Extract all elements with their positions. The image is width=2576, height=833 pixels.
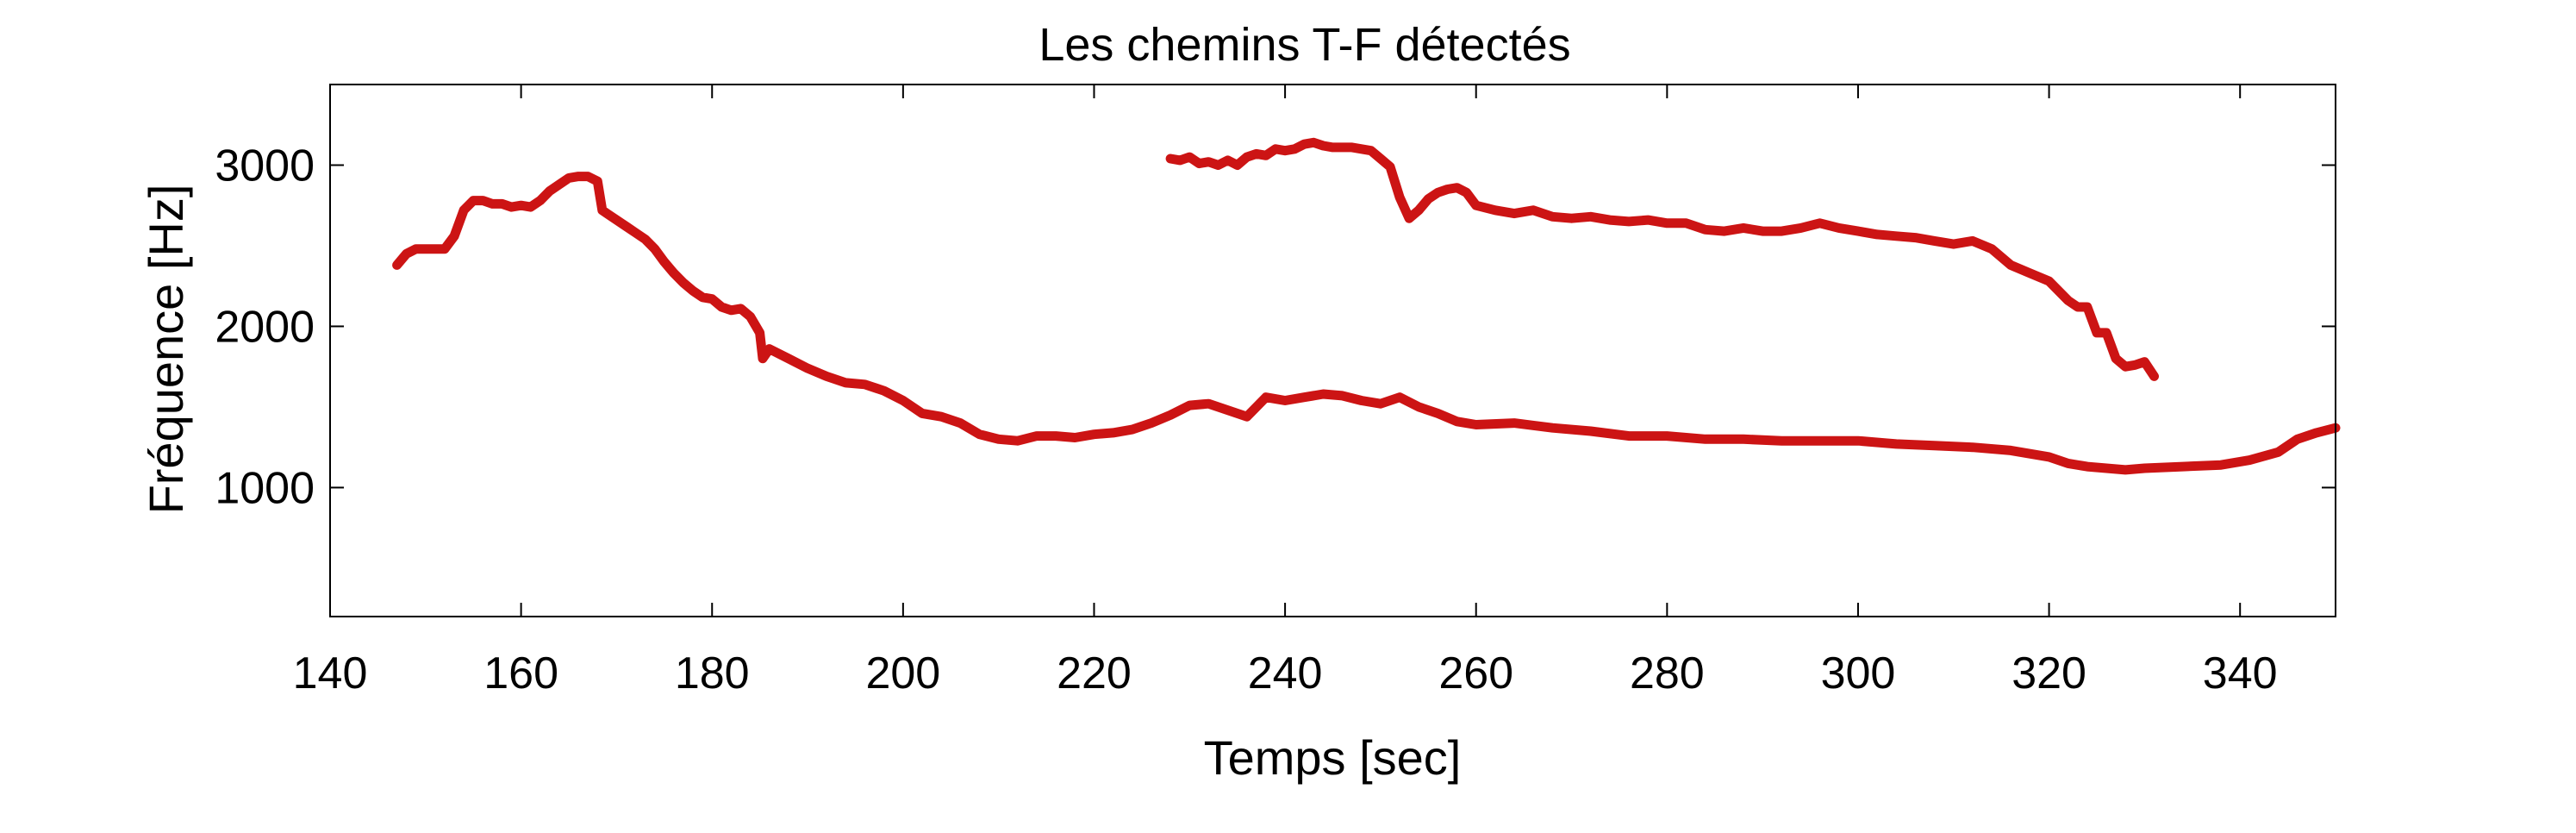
chart-title: Les chemins T-F détectés (1039, 19, 1570, 71)
x-tick-label: 300 (1821, 648, 1896, 698)
y-axis-label: Fréquence [Hz] (139, 185, 193, 515)
x-tick-label: 320 (2012, 648, 2086, 698)
plot-frame (329, 84, 2336, 617)
series-line-2 (1165, 137, 2159, 381)
y-tick-label: 1000 (215, 463, 315, 513)
x-tick-label: 340 (2203, 648, 2278, 698)
y-tick-label: 3000 (215, 141, 315, 191)
x-tick-label: 160 (483, 648, 558, 698)
x-tick-label: 140 (293, 648, 368, 698)
y-tick-label: 2000 (215, 302, 315, 352)
x-tick-label: 280 (1630, 648, 1705, 698)
x-tick-label: 240 (1248, 648, 1323, 698)
series-line-1 (392, 172, 2341, 475)
x-tick-label: 180 (675, 648, 750, 698)
x-tick-label: 220 (1057, 648, 1132, 698)
plot-area (392, 137, 2341, 475)
x-tick-label: 260 (1438, 648, 1513, 698)
x-tick-label: 200 (865, 648, 940, 698)
axis-ticks: 140 160 180 200 220 240 260 280 300 320 340 1000 200… (215, 85, 2336, 698)
x-axis-label: Temps [sec] (1204, 730, 1462, 785)
